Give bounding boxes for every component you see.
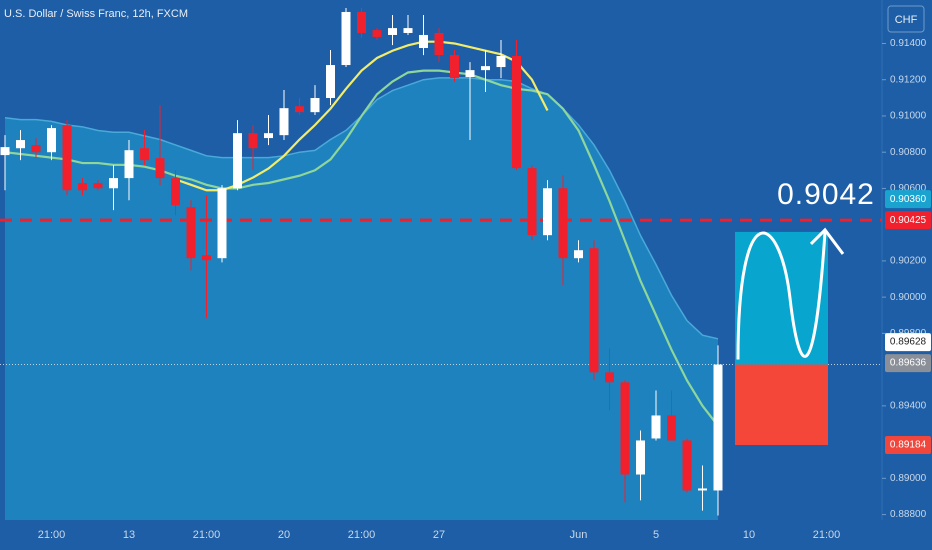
- candle-body: [481, 66, 490, 71]
- annotation: 0.9042: [777, 178, 875, 211]
- candle-body: [465, 70, 475, 78]
- ma-line: [4, 69, 719, 427]
- wave-drawing: [736, 231, 827, 360]
- price-label-box: [885, 190, 931, 209]
- candle-body: [496, 55, 506, 68]
- candle-body: [357, 11, 366, 33]
- price-label: 0.89184: [890, 440, 927, 451]
- candle-body: [543, 188, 552, 236]
- x-tick-label: 21:00: [193, 529, 221, 541]
- price-label: 0.90425: [890, 215, 927, 226]
- candle-body: [667, 415, 676, 441]
- x-tick-label: 5: [653, 529, 659, 541]
- band-area: [5, 77, 718, 520]
- y-tick-label: 0.89400: [890, 400, 927, 411]
- candle-body: [682, 440, 692, 491]
- x-tick-label: 13: [123, 529, 135, 541]
- candle-body: [698, 488, 707, 491]
- candle-body: [264, 133, 273, 139]
- candle-body: [512, 55, 521, 169]
- price-label-box: [885, 333, 931, 352]
- x-tick-label: 10: [743, 529, 755, 541]
- candle-body: [16, 140, 25, 149]
- candle-body: [419, 34, 428, 49]
- candle-body: [295, 106, 304, 113]
- plot-area: [0, 7, 882, 520]
- price-label: 0.89636: [890, 358, 927, 369]
- candle-body: [388, 28, 397, 35]
- price-label: 0.90360: [890, 194, 927, 205]
- candle-body: [186, 207, 196, 259]
- price-label-box: [885, 211, 931, 230]
- candle-body: [713, 364, 723, 491]
- candle-body: [155, 158, 165, 179]
- candle-body: [62, 125, 72, 191]
- y-tick-label: 0.90800: [890, 147, 927, 158]
- candle-body: [651, 415, 661, 439]
- y-tick-label: 0.88800: [890, 509, 927, 520]
- candle-body: [620, 382, 630, 475]
- candle-body: [31, 145, 41, 153]
- candle-body: [233, 133, 242, 189]
- currency-button-label[interactable]: CHF: [895, 14, 918, 26]
- candle-body: [78, 183, 87, 191]
- price-label-box: [885, 435, 931, 454]
- chart-title: U.S. Dollar / Swiss Franc, 12h, FXCM: [4, 8, 188, 20]
- candle-body: [636, 440, 645, 475]
- x-tick-label: 27: [433, 529, 445, 541]
- candle-body: [248, 133, 258, 149]
- x-tick-label: Jun: [570, 529, 588, 541]
- candle-body: [589, 248, 599, 373]
- candle-body: [140, 148, 149, 161]
- candle-body: [434, 32, 444, 56]
- candle-body: [124, 150, 134, 179]
- y-tick-label: 0.90200: [890, 256, 927, 267]
- y-tick-label: 0.91400: [890, 38, 927, 49]
- candle-body: [217, 188, 227, 259]
- candle-body: [109, 178, 118, 189]
- candle-body: [0, 147, 10, 156]
- candle-body: [558, 188, 568, 259]
- x-tick-label: 21:00: [348, 529, 376, 541]
- candle-body: [605, 372, 614, 383]
- price-label: 0.89628: [890, 337, 927, 348]
- y-tick-label: 0.91000: [890, 111, 927, 122]
- x-tick-label: 21:00: [813, 529, 841, 541]
- price-label-box: [885, 354, 931, 373]
- x-tick-label: 20: [278, 529, 290, 541]
- candle-body: [326, 65, 335, 99]
- y-tick-label: 0.90600: [890, 183, 927, 194]
- candle-body: [202, 255, 211, 261]
- candle-body: [279, 108, 289, 136]
- candle-body: [574, 250, 583, 259]
- candle-body: [47, 128, 56, 153]
- arrow-head: [809, 227, 845, 255]
- candle-body: [93, 183, 103, 189]
- candle-body: [450, 55, 459, 79]
- candle-body: [403, 28, 413, 33]
- candle-body: [527, 168, 537, 236]
- x-tick-label: 21:00: [38, 529, 66, 541]
- y-tick-label: 0.90000: [890, 292, 927, 303]
- y-tick-label: 0.91200: [890, 74, 927, 85]
- y-tick-label: 0.89000: [890, 473, 927, 484]
- stop-zone: [735, 364, 828, 445]
- candle-body: [372, 30, 382, 37]
- currency-button[interactable]: [887, 5, 925, 33]
- candle-body: [171, 178, 180, 206]
- candle-body: [310, 98, 320, 113]
- candle-body: [341, 11, 351, 66]
